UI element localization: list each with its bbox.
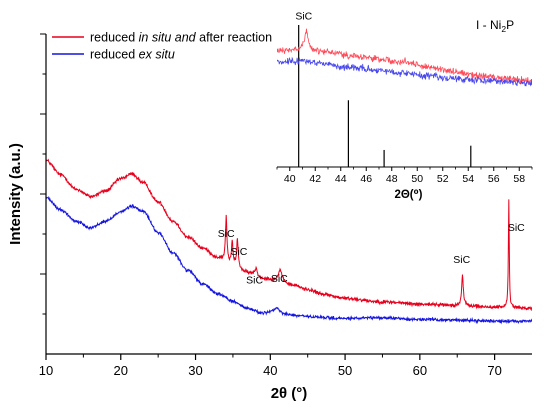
main-peak-labels: SiC SiC SiC SiC SiC SiC — [218, 222, 525, 287]
inset-x-tick-label: 42 — [309, 173, 321, 185]
series-line-red — [46, 158, 532, 312]
inset-chart: 40 42 44 46 48 50 52 54 56 58 SiC I - Ni2P — [276, 10, 533, 185]
peak-label-sic: SiC — [230, 246, 247, 258]
inset-x-tick-label: 52 — [437, 173, 449, 185]
peak-label-sic: SiC — [271, 273, 288, 285]
x-tick-label: 10 — [39, 363, 53, 378]
inset-series-line-inset-blue — [277, 56, 532, 87]
inset-x-tick-label: 46 — [360, 173, 372, 185]
inset-x-tick-label: 48 — [386, 173, 398, 185]
inset-x-axis-title: 2Θ(⁰) — [394, 189, 422, 201]
inset-x-tick-label: 58 — [513, 173, 525, 185]
main-plot-area — [46, 158, 532, 325]
inset-x-tick-label: 44 — [335, 173, 347, 185]
inset-peak-label-sic: SiC — [295, 10, 312, 22]
x-axis-title: 2θ (°) — [271, 385, 308, 402]
peak-label-sic: SiC — [246, 275, 263, 287]
inset-x-tick-label: 56 — [488, 173, 500, 185]
legend: reduced in situ and after reaction reduce… — [52, 31, 272, 62]
inset-phase-label: I - Ni2P — [476, 18, 514, 34]
x-tick-label: 20 — [114, 363, 128, 378]
inset-x-tick-label: 54 — [462, 173, 474, 185]
x-tick-label: 50 — [338, 363, 352, 378]
x-tick-label: 60 — [413, 363, 427, 378]
peak-label-sic: SiC — [453, 254, 470, 266]
main-axes: 10 20 30 40 50 60 70 — [39, 33, 532, 378]
x-tick-label: 70 — [487, 363, 501, 378]
x-tick-label: 40 — [263, 363, 277, 378]
inset-x-tick-label: 50 — [411, 173, 423, 185]
peak-label-sic: SiC — [218, 228, 235, 240]
inset-series-line-inset-red — [277, 28, 532, 86]
x-tick-label: 30 — [188, 363, 202, 378]
series-line-blue — [46, 196, 532, 325]
inset-x-tick-label: 40 — [284, 173, 296, 185]
peak-label-sic: SiC — [508, 222, 525, 234]
legend-label-red: reduced in situ and after reaction — [90, 31, 272, 45]
y-axis-title: Intensity (a.u.) — [7, 143, 24, 245]
legend-label-blue: reduced ex situ — [90, 48, 175, 62]
